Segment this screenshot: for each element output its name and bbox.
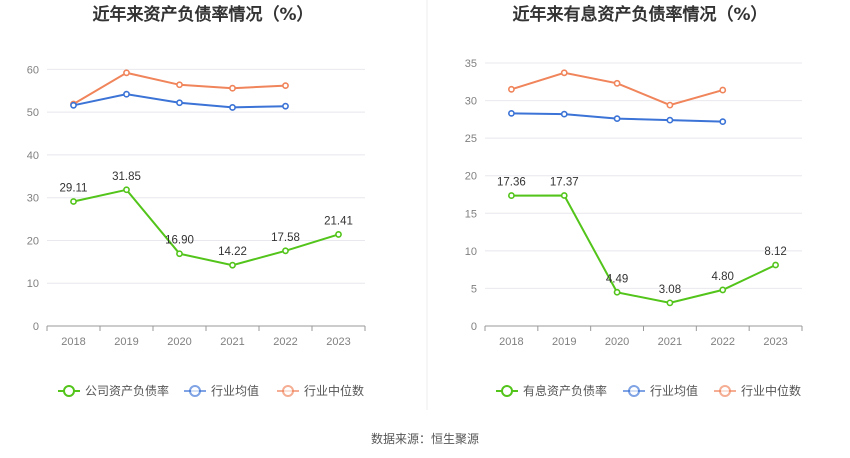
x-tick-label: 2018 [499, 336, 523, 348]
data-point[interactable] [282, 247, 289, 255]
legend-marker [628, 385, 640, 397]
data-point[interactable] [508, 85, 515, 93]
data-point[interactable] [176, 81, 183, 89]
data-point[interactable] [229, 104, 236, 111]
data-point[interactable] [560, 69, 568, 77]
y-tick-label: 20 [27, 235, 39, 247]
legend-label: 行业均值 [211, 383, 259, 398]
x-tick-label: 2019 [114, 336, 138, 348]
data-source-label: 数据来源：恒生聚源 [371, 431, 479, 446]
data-point[interactable] [176, 99, 183, 107]
data-label: 14.22 [218, 246, 247, 258]
legend-marker [719, 385, 731, 397]
y-tick-label: 60 [27, 64, 39, 76]
x-tick-label: 2021 [220, 336, 244, 348]
data-point[interactable] [176, 250, 183, 258]
data-point[interactable] [666, 299, 674, 307]
x-tick-label: 2018 [61, 336, 85, 348]
data-label: 29.11 [60, 182, 88, 194]
data-label: 4.49 [606, 273, 628, 285]
y-tick-label: 20 [465, 171, 477, 183]
series-line [511, 194, 777, 304]
x-tick-label: 2019 [552, 336, 576, 348]
data-label: 17.36 [497, 177, 526, 189]
legend-marker [282, 385, 294, 397]
data-label: 4.80 [712, 271, 734, 283]
interest-debt-ratio-chart: 近年来有息资产负债率情况（%） 0 5 10 15 20 25 30 35 2018 2019 202… [465, 4, 803, 398]
data-point[interactable] [123, 186, 130, 194]
data-label: 17.37 [550, 176, 579, 188]
y-tick-label: 0 [33, 321, 39, 333]
data-point[interactable] [666, 116, 674, 124]
data-point[interactable] [282, 82, 289, 90]
data-point[interactable] [229, 261, 236, 269]
data-point[interactable] [70, 101, 77, 109]
y-tick-label: 35 [465, 58, 477, 70]
data-point[interactable] [508, 192, 515, 199]
data-label: 31.85 [112, 171, 141, 183]
x-tick-label: 2023 [326, 336, 350, 348]
x-tick-label: 2020 [605, 336, 629, 348]
legend-marker [501, 385, 513, 397]
chart-title: 近年来有息资产负债率情况（%） [512, 4, 767, 25]
data-point[interactable] [719, 286, 727, 294]
y-tick-label: 0 [471, 321, 477, 333]
y-tick-label: 10 [27, 278, 39, 290]
x-tick-label: 2021 [658, 336, 682, 348]
data-label: 3.08 [659, 284, 681, 296]
y-tick-label: 40 [27, 150, 39, 162]
legend-marker [189, 385, 201, 397]
data-point[interactable] [508, 109, 515, 117]
x-tick-label: 2020 [167, 336, 191, 348]
data-point[interactable] [282, 102, 289, 110]
legend-label: 有息资产负债率 [523, 383, 607, 398]
legend-item[interactable]: 行业中位数 [277, 383, 364, 398]
data-point[interactable] [613, 115, 621, 123]
data-label: 21.41 [324, 215, 353, 227]
x-tick-label: 2022 [711, 336, 735, 348]
legend-label: 行业均值 [650, 383, 698, 398]
legend-label: 公司资产负债率 [85, 383, 169, 398]
data-point[interactable] [772, 261, 779, 269]
data-point[interactable] [560, 192, 568, 199]
chart-title: 近年来资产负债率情况（%） [92, 4, 313, 25]
data-point[interactable] [613, 79, 621, 87]
legend-marker [63, 385, 75, 397]
y-tick-label: 5 [471, 283, 477, 295]
y-tick-label: 30 [27, 193, 39, 205]
data-point[interactable] [229, 84, 236, 92]
x-tick-label: 2022 [273, 336, 297, 348]
x-tick-label: 2023 [763, 336, 787, 348]
data-point[interactable] [335, 231, 342, 238]
legend-item[interactable]: 行业中位数 [714, 383, 801, 398]
data-label: 17.58 [271, 232, 300, 244]
legend-item[interactable]: 行业均值 [623, 383, 698, 398]
data-point[interactable] [613, 288, 621, 296]
data-label: 16.90 [165, 235, 194, 247]
data-label: 8.12 [764, 246, 786, 258]
data-point[interactable] [70, 198, 77, 205]
data-point[interactable] [719, 118, 727, 126]
y-tick-label: 50 [27, 107, 39, 119]
debt-ratio-chart: 近年来资产负债率情况（%） 0 10 20 30 40 50 60 2018 2019 2020 20… [27, 4, 366, 398]
legend-label: 行业中位数 [741, 383, 801, 398]
y-tick-label: 15 [465, 208, 477, 220]
series-line [73, 188, 339, 267]
legend-item[interactable]: 有息资产负债率 [496, 383, 607, 398]
legend-item[interactable]: 公司资产负债率 [58, 383, 169, 398]
y-tick-label: 10 [465, 246, 477, 258]
data-point[interactable] [666, 101, 674, 109]
data-point[interactable] [719, 86, 727, 94]
data-point[interactable] [123, 90, 130, 98]
data-point[interactable] [123, 69, 130, 77]
legend-item[interactable]: 行业均值 [184, 383, 259, 398]
data-point[interactable] [560, 110, 568, 118]
y-tick-label: 30 [465, 96, 477, 108]
legend-label: 行业中位数 [304, 383, 364, 398]
y-tick-label: 25 [465, 133, 477, 145]
